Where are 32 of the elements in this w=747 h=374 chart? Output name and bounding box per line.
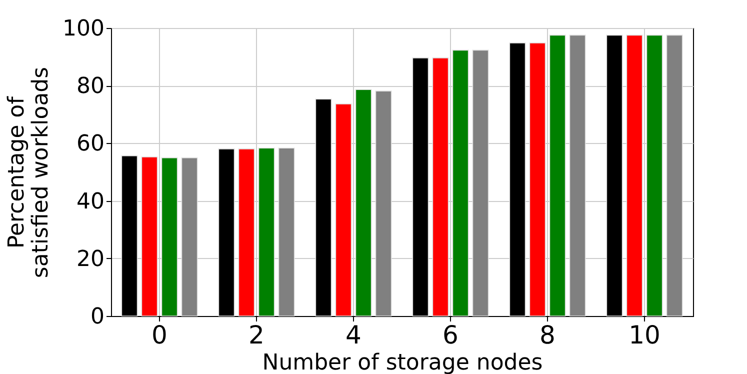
bar [141, 156, 158, 316]
bar [569, 34, 586, 316]
bar [646, 34, 663, 316]
bar [549, 34, 566, 316]
x-tick-label: 0 [152, 320, 168, 350]
x-axis-title: Number of storage nodes [262, 350, 543, 374]
bar [181, 157, 198, 316]
bar [258, 148, 275, 316]
y-tick-label: 100 [62, 16, 104, 42]
bar [666, 34, 683, 316]
y-tick-label: 80 [76, 74, 104, 100]
bar [278, 148, 295, 316]
y-tick-label: 20 [76, 246, 104, 272]
x-tick-label: 4 [346, 320, 362, 350]
x-tick-label: 2 [248, 320, 264, 350]
y-tick-label: 0 [90, 304, 104, 330]
bar [335, 104, 352, 316]
bar [452, 50, 469, 316]
x-tick-label: 10 [628, 320, 660, 350]
bar [432, 58, 449, 316]
bar [355, 89, 372, 316]
bar [626, 34, 643, 316]
y-tick-label: 60 [76, 132, 104, 157]
x-tick-label: 8 [540, 320, 556, 350]
x-tick-label: 6 [442, 320, 458, 350]
y-tick-label: 40 [76, 189, 104, 214]
bar [161, 157, 178, 316]
bar [472, 50, 489, 316]
y-axis-title: Percentage of satisfied workloads [4, 66, 54, 278]
bar [375, 90, 392, 316]
bar [529, 42, 546, 316]
bar [238, 148, 255, 316]
